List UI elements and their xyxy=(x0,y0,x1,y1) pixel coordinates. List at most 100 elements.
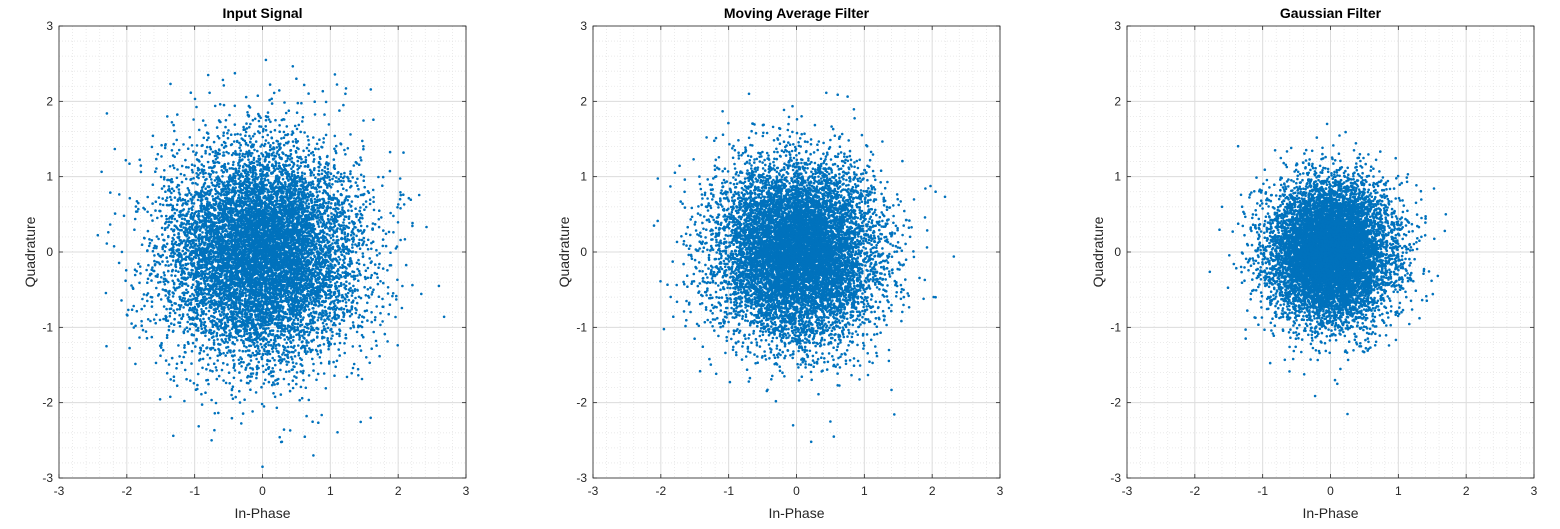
scatter-point xyxy=(361,315,364,318)
scatter-point xyxy=(407,196,411,200)
scatter-point xyxy=(140,319,143,323)
scatter-point xyxy=(269,338,273,342)
scatter-point xyxy=(151,202,154,205)
scatter-point xyxy=(296,171,300,175)
scatter-point xyxy=(287,370,291,373)
scatter-point xyxy=(365,356,368,359)
scatter-point xyxy=(299,385,303,389)
scatter-point xyxy=(366,247,370,251)
scatter-point xyxy=(351,345,355,348)
scatter-point xyxy=(339,172,343,176)
scatter-point xyxy=(355,330,359,334)
scatter-point xyxy=(161,233,164,236)
scatter-point xyxy=(159,280,162,284)
scatter-point xyxy=(219,334,222,337)
scatter-point xyxy=(327,293,330,296)
scatter-point xyxy=(214,401,218,405)
scatter-point xyxy=(175,308,179,311)
scatter-point xyxy=(356,177,359,181)
scatter-point xyxy=(362,179,366,182)
scatter-point xyxy=(233,104,237,108)
scatter-point xyxy=(216,317,219,321)
scatter-point xyxy=(291,386,295,390)
scatter-point xyxy=(330,319,333,323)
scatter-point xyxy=(242,125,245,129)
scatter-point xyxy=(338,322,342,326)
scatter-point xyxy=(272,392,275,395)
scatter-point xyxy=(191,171,194,174)
scatter-point xyxy=(196,183,199,186)
scatter-point xyxy=(368,361,372,365)
scatter-point xyxy=(232,160,235,164)
scatter-point xyxy=(284,353,287,357)
scatter-point xyxy=(341,271,345,274)
scatter-point xyxy=(189,322,192,326)
scatter-point xyxy=(279,330,283,333)
scatter-point xyxy=(238,389,241,393)
scatter-point xyxy=(341,299,345,303)
scatter-point xyxy=(218,349,221,352)
scatter-point xyxy=(327,278,330,282)
scatter-point xyxy=(229,230,232,234)
scatter-point xyxy=(325,330,328,333)
scatter-point xyxy=(118,193,121,196)
scatter-point xyxy=(157,281,160,284)
scatter-point xyxy=(324,100,328,104)
scatter-point xyxy=(216,156,219,159)
scatter-point xyxy=(269,120,272,124)
scatter-point xyxy=(368,202,372,206)
scatter-point xyxy=(391,294,394,298)
scatter-point xyxy=(299,296,302,300)
scatter-point xyxy=(184,231,187,234)
scatter-point xyxy=(318,356,322,359)
scatter-point xyxy=(210,181,214,184)
scatter-point xyxy=(357,279,360,283)
scatter-point xyxy=(312,158,316,161)
scatter-point xyxy=(156,273,159,276)
scatter-point xyxy=(171,259,175,262)
scatter-point xyxy=(261,135,265,139)
scatter-point xyxy=(190,349,194,353)
scatter-point xyxy=(329,301,333,304)
scatter-point xyxy=(347,252,350,255)
scatter-point xyxy=(215,377,219,381)
scatter-point xyxy=(318,138,321,141)
scatter-point xyxy=(253,132,256,136)
scatter-point xyxy=(96,233,100,237)
scatter-point xyxy=(361,243,364,247)
scatter-point xyxy=(222,351,225,355)
scatter-point xyxy=(388,150,392,154)
scatter-point xyxy=(169,263,173,266)
scatter-point xyxy=(170,198,173,201)
scatter-point xyxy=(384,244,388,248)
scatter-point xyxy=(211,240,214,244)
scatter-point xyxy=(323,113,326,116)
scatter-point xyxy=(333,222,336,225)
scatter-point xyxy=(187,299,190,302)
scatter-point xyxy=(318,190,321,193)
scatter-point xyxy=(190,362,193,365)
scatter-point xyxy=(241,349,245,353)
scatter-point xyxy=(238,146,241,150)
scatter-point xyxy=(324,387,328,390)
scatter-point xyxy=(224,381,228,385)
scatter-point xyxy=(276,382,279,386)
scatter-point xyxy=(399,207,402,210)
scatter-point xyxy=(288,429,292,432)
scatter-point xyxy=(247,149,251,153)
scatter-point xyxy=(198,214,201,218)
scatter-point xyxy=(139,272,142,275)
scatter-point xyxy=(236,338,239,342)
scatter-point xyxy=(278,435,282,439)
scatter-point xyxy=(224,354,227,357)
scatter-point xyxy=(363,185,367,189)
scatter-point xyxy=(358,220,362,224)
scatter-point xyxy=(155,157,158,161)
scatter-point xyxy=(248,344,251,348)
scatter-point xyxy=(285,341,289,345)
scatter-point xyxy=(267,118,271,121)
scatter-point xyxy=(277,153,281,157)
scatter-point xyxy=(369,286,372,290)
scatter-point xyxy=(259,342,263,346)
scatter-point xyxy=(200,163,204,166)
